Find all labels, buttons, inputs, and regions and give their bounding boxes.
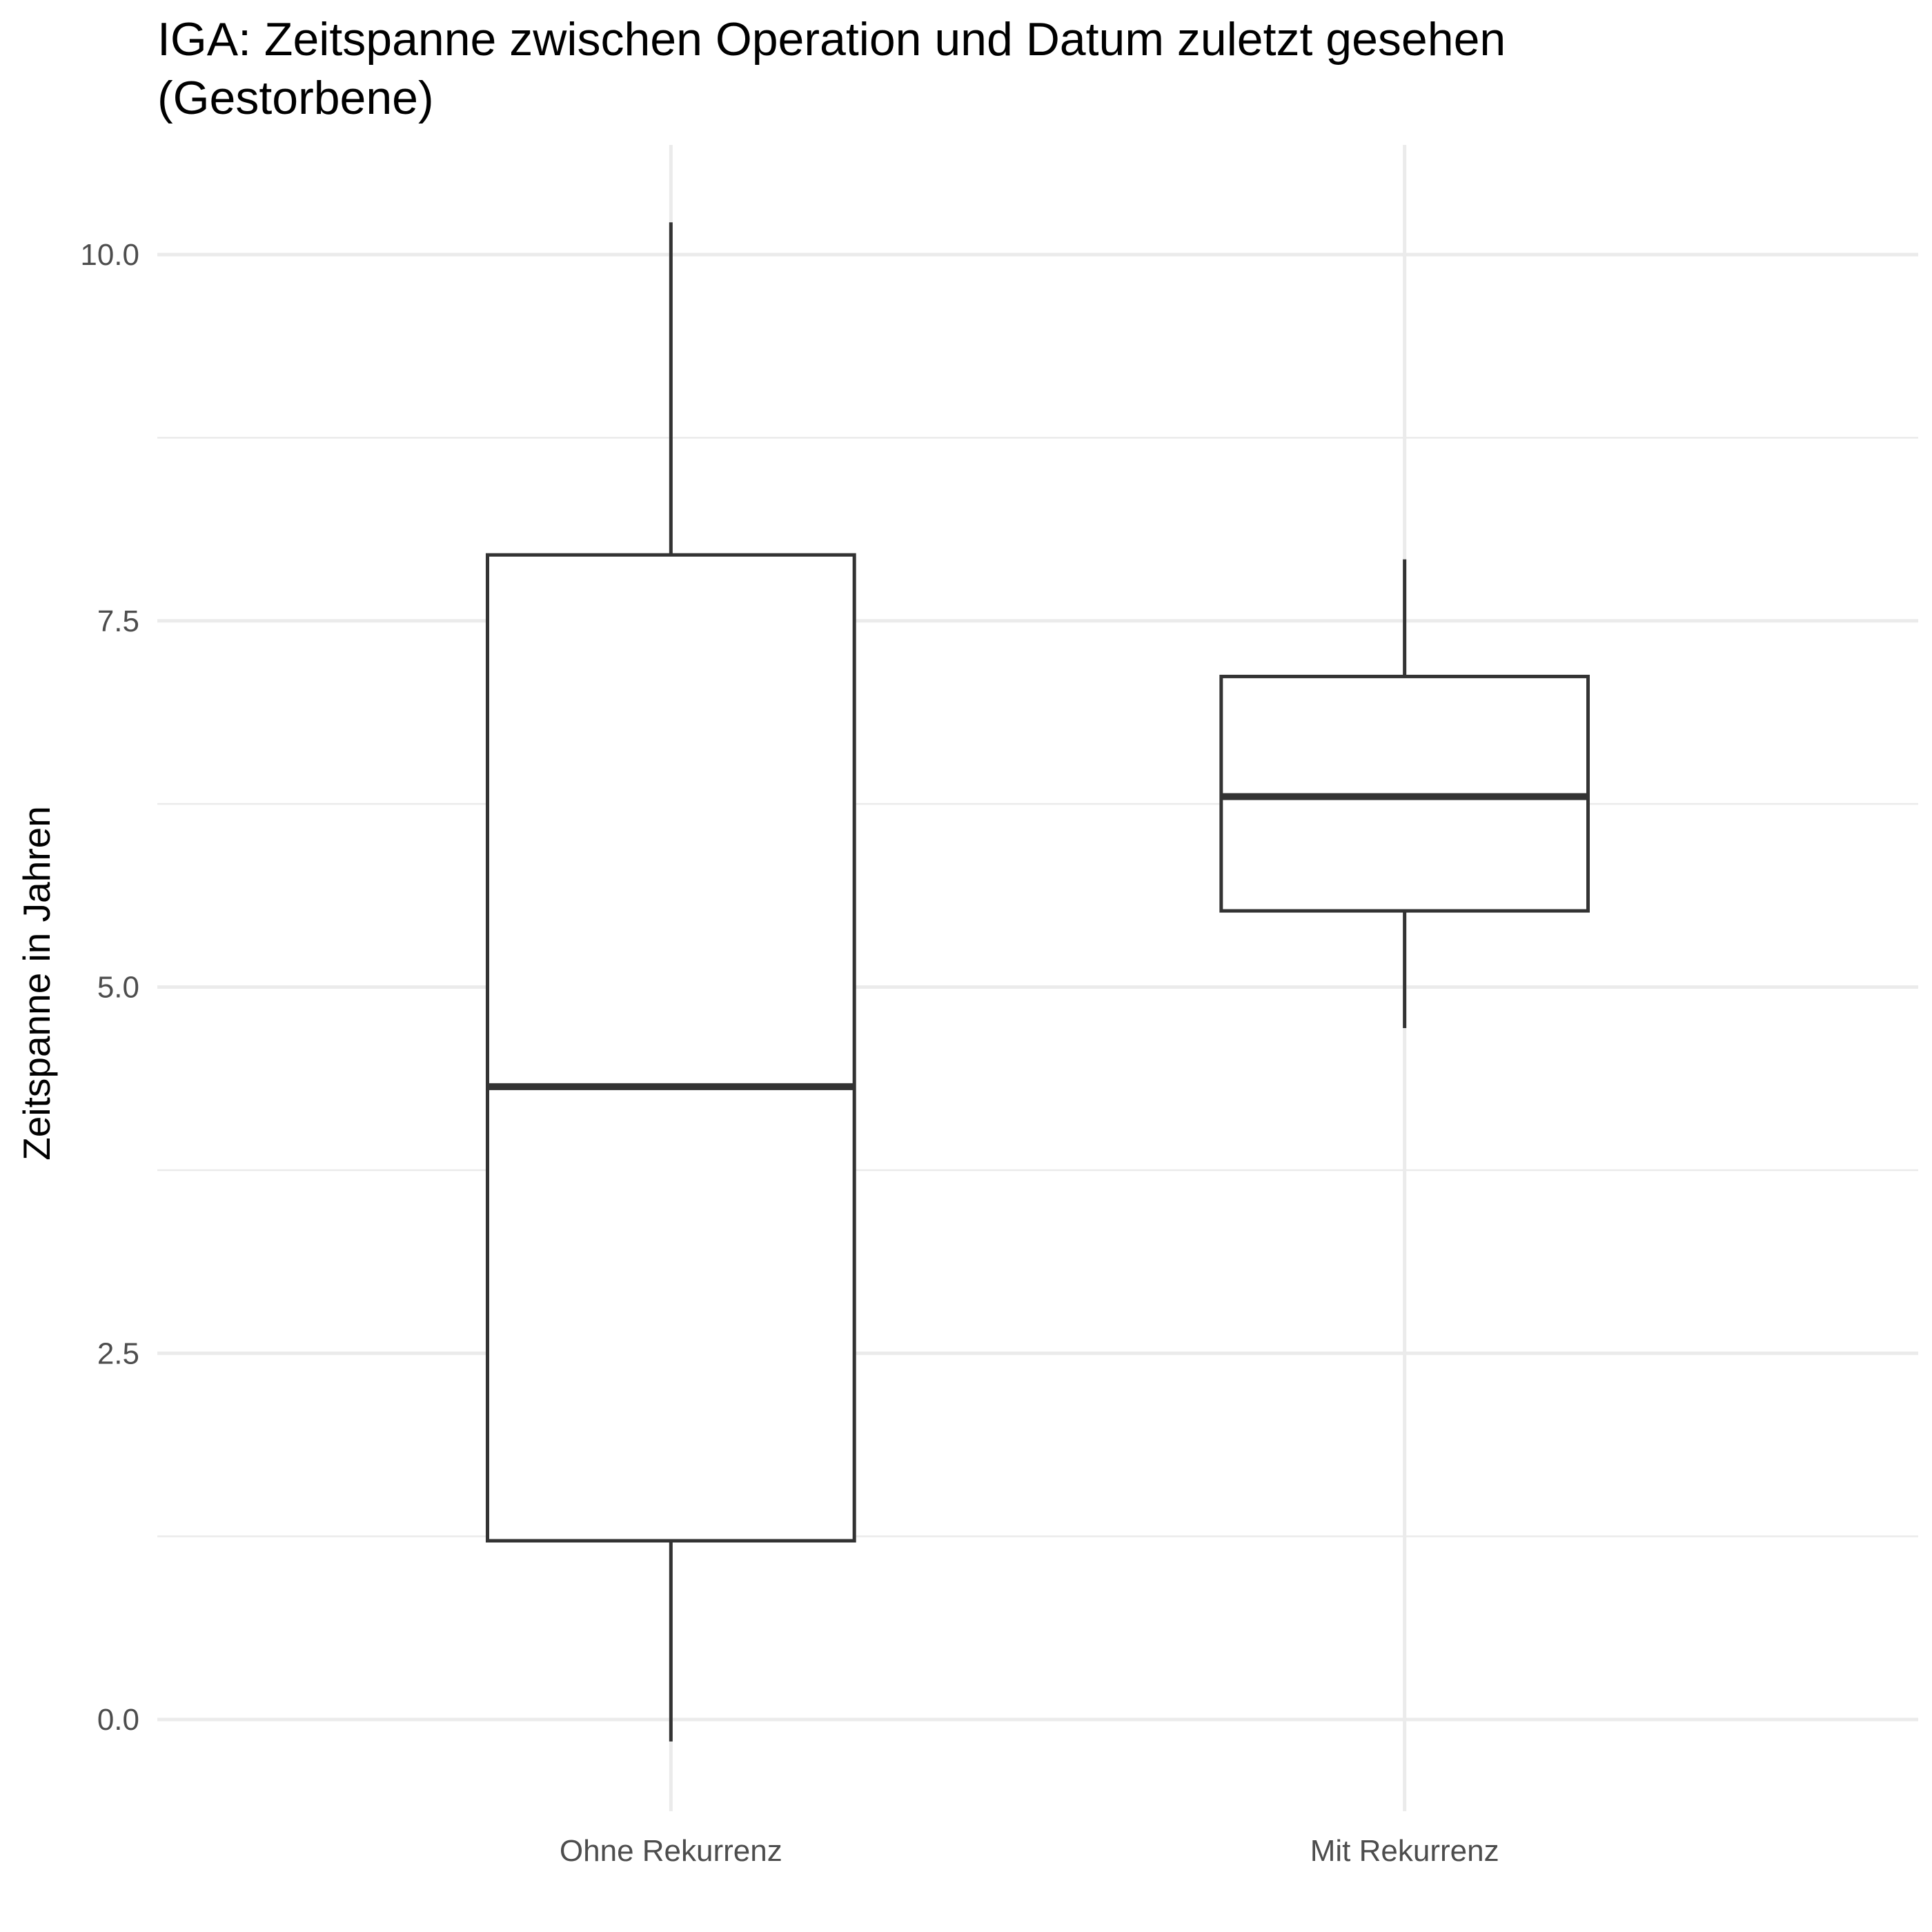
y-tick-label: 5.0	[97, 971, 139, 1005]
y-axis-ticks: 0.0 2.5 5.0 7.5 10.0	[80, 238, 139, 1737]
x-axis-ticks: Ohne Rekurrenz Mit Rekurrenz	[560, 1834, 1499, 1868]
x-tick-label: Ohne Rekurrenz	[560, 1834, 782, 1868]
box-group	[1219, 559, 1590, 1028]
y-axis-title: Zeitspanne in Jahren	[15, 806, 58, 1161]
boxes	[486, 222, 1590, 1742]
chart-title-line-2: (Gestorbene)	[157, 72, 434, 124]
x-tick-label: Mit Rekurrenz	[1310, 1834, 1499, 1868]
y-tick-label: 10.0	[80, 238, 139, 272]
box-group	[486, 222, 856, 1742]
chart-title-line-1: IGA: Zeitspanne zwischen Operation und D…	[157, 13, 1506, 66]
y-tick-label: 7.5	[97, 604, 139, 638]
gridlines	[157, 145, 1918, 1811]
box-iqr	[486, 553, 856, 1543]
y-tick-label: 0.0	[97, 1703, 139, 1737]
y-tick-label: 2.5	[97, 1337, 139, 1370]
